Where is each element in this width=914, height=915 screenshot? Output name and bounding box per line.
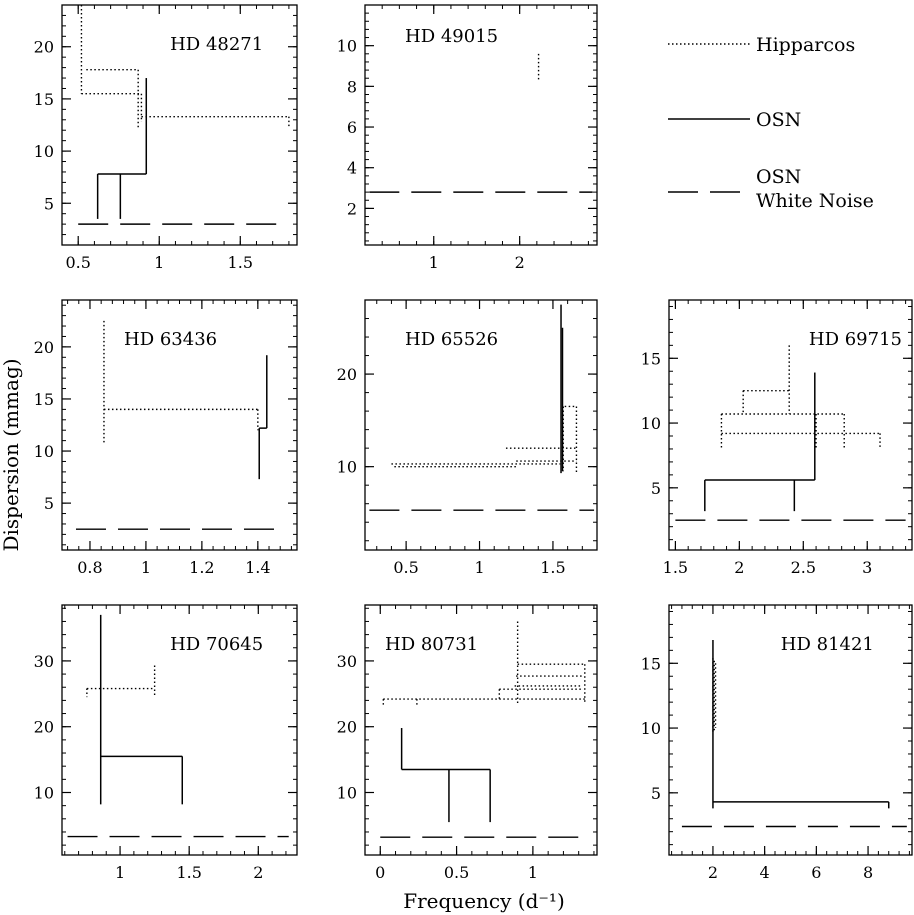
x-tick-label: 1 [154, 253, 164, 272]
legend-whitenoise-label: OSN White Noise [756, 166, 874, 212]
y-tick-label: 30 [34, 652, 54, 671]
panel-title: HD 70645 [170, 634, 263, 655]
y-tick-label: 10 [34, 142, 54, 161]
x-tick-label: 1.5 [663, 558, 688, 577]
series-group [78, 5, 290, 225]
y-tick-label: 15 [34, 90, 54, 109]
y-tick-label: 20 [34, 718, 54, 737]
y-tick-label: 20 [337, 365, 357, 384]
y-tick-label: 4 [347, 159, 357, 178]
x-tick-label: 1.5 [540, 558, 565, 577]
panel-title: HD 65526 [405, 329, 498, 350]
y-tick-label: 10 [34, 784, 54, 803]
x-tick-label: 0 [375, 863, 385, 882]
x-tick-label: 2.5 [791, 558, 816, 577]
series-group [369, 304, 595, 511]
panel-title: HD 49015 [405, 26, 498, 47]
panel-hd-48271: 0.5 1 1.5 5 10 15 20 HD 48271 [34, 4, 298, 272]
y-axis-label: Dispersion (mmag) [0, 358, 23, 551]
y-tick-label: 5 [651, 479, 661, 498]
panel-title: HD 69715 [809, 329, 902, 350]
legend: Hipparcos OSN OSN White Noise [668, 34, 874, 212]
y-tick-label: 15 [34, 390, 54, 409]
y-tick-label: 5 [44, 494, 54, 513]
plot-frame [364, 299, 598, 551]
y-tick-label: 30 [337, 652, 357, 671]
y-tick-label: 5 [651, 784, 661, 803]
y-tick-label: 8 [347, 77, 357, 96]
panel-title: HD 63436 [124, 329, 217, 350]
x-tick-label: 0.5 [65, 253, 90, 272]
y-tick-label: 10 [641, 414, 661, 433]
panel-title: HD 81421 [781, 634, 874, 655]
legend-hipparcos-label: Hipparcos [756, 34, 855, 56]
x-tick-label: 2 [515, 253, 525, 272]
panel-hd-70645: 1 1.5 2 10 20 30 HD 70645 [34, 604, 298, 882]
panel-hd-49015: 1 2 2 4 6 8 10 HD 49015 [337, 4, 598, 272]
series-group [380, 621, 587, 838]
x-tick-label: 4 [760, 863, 770, 882]
x-tick-label: 0.5 [393, 558, 418, 577]
x-tick-label: 2 [253, 863, 263, 882]
y-tick-label: 20 [34, 38, 54, 57]
y-tick-label: 6 [347, 118, 357, 137]
panel-hd-69715: 1.5 2 2.5 3 5 10 15 HD 69715 [641, 299, 913, 577]
y-tick-label: 2 [347, 199, 357, 218]
panel-title: HD 48271 [170, 34, 263, 55]
plot-frame [61, 604, 298, 856]
y-tick-label: 10 [641, 719, 661, 738]
x-tick-label: 2 [734, 558, 744, 577]
series-group [67, 614, 289, 838]
panel-hd-65526: 0.5 1 1.5 10 20 HD 65526 [337, 299, 598, 577]
series-group [675, 345, 906, 521]
panel-hd-80731: 0 0.5 1 10 20 30 HD 80731 [337, 604, 598, 882]
panel-hd-81421: 2 4 6 8 5 10 15 HD 81421 [641, 604, 913, 882]
x-tick-label: 6 [811, 863, 821, 882]
x-tick-label: 0.5 [444, 863, 469, 882]
series-group [681, 639, 907, 828]
x-axis-label: Frequency (d⁻¹) [403, 889, 565, 913]
y-tick-label: 20 [34, 338, 54, 357]
x-tick-label: 1.5 [228, 253, 253, 272]
x-tick-label: 2 [708, 863, 718, 882]
plot-frame [668, 604, 913, 856]
x-tick-label: 8 [863, 863, 873, 882]
legend-osn-label: OSN [756, 109, 801, 131]
x-tick-label: 1 [528, 863, 538, 882]
y-tick-label: 10 [337, 784, 357, 803]
y-tick-label: 20 [337, 718, 357, 737]
plot-frame [364, 4, 598, 246]
panel-title: HD 80731 [385, 634, 478, 655]
series-group [369, 53, 593, 193]
plot-frame [364, 604, 598, 856]
plot-frame [61, 4, 298, 246]
y-tick-label: 10 [34, 442, 54, 461]
y-tick-label: 15 [641, 654, 661, 673]
x-tick-label: 0.8 [77, 558, 102, 577]
x-tick-label: 1 [115, 863, 125, 882]
x-tick-label: 1.5 [176, 863, 201, 882]
x-tick-label: 1 [141, 558, 151, 577]
series-group [75, 320, 286, 530]
x-tick-label: 3 [862, 558, 872, 577]
x-tick-label: 1.4 [245, 558, 270, 577]
x-tick-label: 1 [474, 558, 484, 577]
panel-hd-63436: 0.8 1 1.2 1.4 5 10 15 20 HD 63436 [34, 299, 298, 577]
y-tick-label: 10 [337, 458, 357, 477]
x-tick-label: 1 [429, 253, 439, 272]
y-tick-label: 15 [641, 349, 661, 368]
y-tick-label: 10 [337, 37, 357, 56]
x-tick-label: 1.2 [189, 558, 214, 577]
y-tick-label: 5 [44, 194, 54, 213]
